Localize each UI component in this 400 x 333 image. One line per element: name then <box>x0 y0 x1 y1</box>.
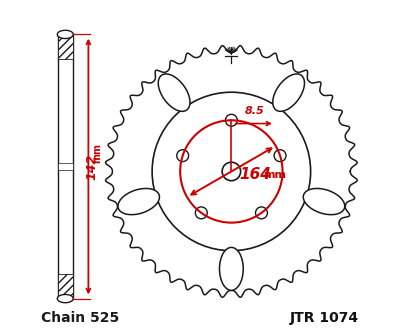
Text: 164: 164 <box>240 167 272 182</box>
Bar <box>58 34 72 59</box>
Ellipse shape <box>118 188 160 215</box>
Circle shape <box>274 150 286 162</box>
Circle shape <box>226 114 237 126</box>
Text: 142: 142 <box>86 154 99 179</box>
Text: mm: mm <box>93 143 103 163</box>
Text: JTR 1074: JTR 1074 <box>289 311 358 325</box>
Circle shape <box>222 162 241 181</box>
Bar <box>58 163 72 170</box>
Text: mm: mm <box>263 170 286 180</box>
Circle shape <box>256 207 268 219</box>
Text: Chain 525: Chain 525 <box>42 311 120 325</box>
Ellipse shape <box>57 30 73 39</box>
Bar <box>58 274 72 299</box>
Ellipse shape <box>220 247 243 290</box>
Ellipse shape <box>303 188 345 215</box>
Ellipse shape <box>158 74 190 111</box>
Circle shape <box>152 92 311 251</box>
Polygon shape <box>58 34 72 299</box>
Ellipse shape <box>273 74 304 111</box>
Ellipse shape <box>57 294 73 303</box>
Polygon shape <box>106 46 357 297</box>
Circle shape <box>177 150 189 162</box>
Text: 8.5: 8.5 <box>244 106 264 116</box>
Circle shape <box>195 207 207 219</box>
